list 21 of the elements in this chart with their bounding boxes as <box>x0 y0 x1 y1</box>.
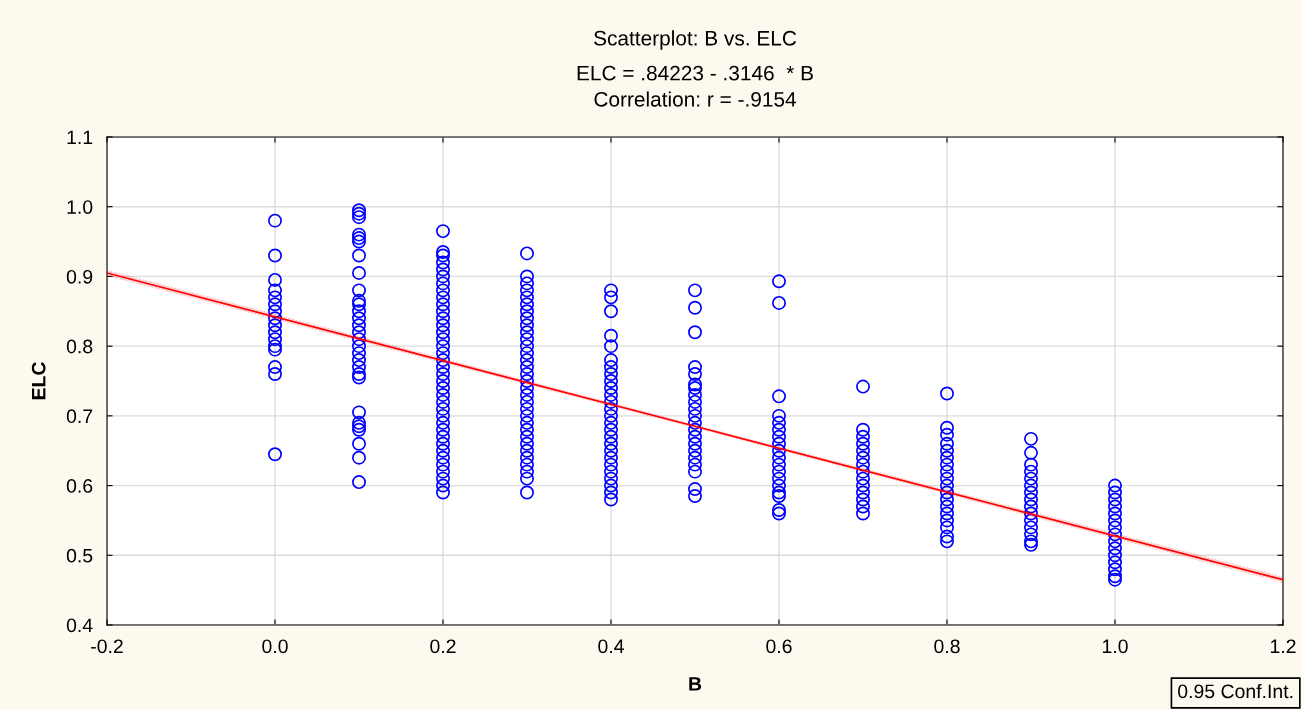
x-tick-label: 0.4 <box>598 639 624 654</box>
x-tick-label: 0.8 <box>934 639 960 654</box>
x-tick-label: 1.2 <box>1270 639 1296 653</box>
x-axis-title: B <box>689 677 702 691</box>
y-tick-label: 1.1 <box>67 130 93 145</box>
y-tick-label: 0.6 <box>66 479 93 493</box>
x-tick-label: 0.0 <box>262 639 288 654</box>
y-tick-label: 1.0 <box>67 200 93 214</box>
y-tick-label: 0.8 <box>66 339 93 354</box>
y-tick-label: 0.7 <box>66 409 93 424</box>
x-tick-label: 1.0 <box>1102 639 1128 654</box>
y-tick-label: 0.5 <box>66 548 93 563</box>
x-tick-label: 0.2 <box>430 639 456 654</box>
text: 0.95 Conf.Int. <box>1178 683 1293 699</box>
x-tick-label: 0.6 <box>766 639 792 654</box>
chart-subtitle: ELC = .84223 - .3146 * B Correlation: r = -.9154 <box>577 65 813 107</box>
x-tick-label: -0.2 <box>91 639 123 654</box>
y-axis-title: ELC <box>31 362 46 400</box>
chart-title: Scatterplot: B vs. ELC <box>594 30 797 50</box>
y-tick-label: 0.9 <box>66 269 93 284</box>
y-tick-label: 0.4 <box>66 618 93 633</box>
